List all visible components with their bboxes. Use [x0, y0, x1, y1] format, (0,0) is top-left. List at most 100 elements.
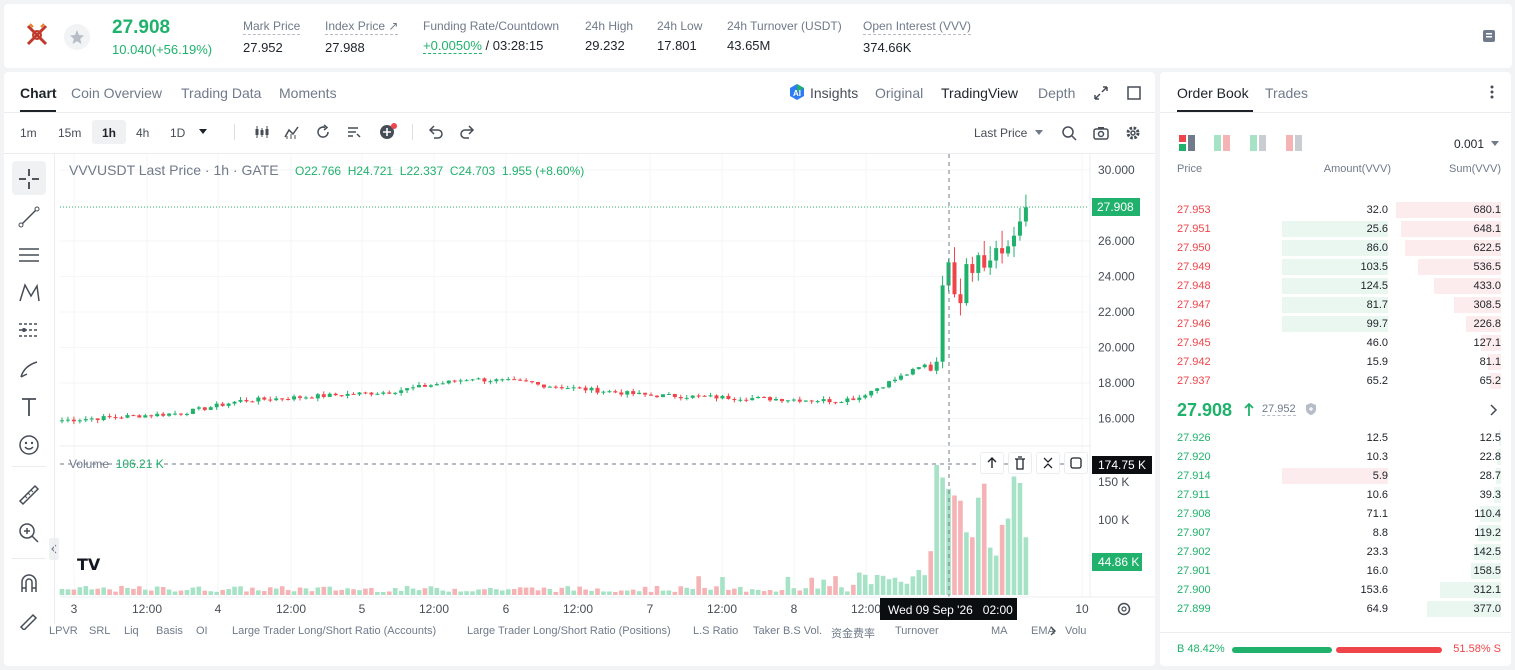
- tab-moments[interactable]: Moments: [279, 85, 337, 101]
- tab-coin-overview[interactable]: Coin Overview: [71, 85, 163, 101]
- view-insights[interactable]: Insights: [810, 85, 859, 101]
- indicator-toggle[interactable]: Large Trader Long/Short Ratio (Accounts): [232, 625, 437, 637]
- ask-row[interactable]: 27.937 65.2 65.2: [1160, 372, 1511, 391]
- indicator-toggle[interactable]: OI: [196, 625, 208, 637]
- interval-4h[interactable]: 4h: [136, 126, 150, 140]
- favorite-star-icon[interactable]: [64, 24, 90, 50]
- ask-row[interactable]: 27.953 32.0 680.1: [1160, 201, 1511, 220]
- tab-trading-data[interactable]: Trading Data: [181, 85, 262, 101]
- zoom-in-tool-icon[interactable]: [18, 522, 40, 544]
- ai-insights-icon[interactable]: AI: [788, 83, 806, 101]
- interval-15m[interactable]: 15m: [58, 126, 82, 140]
- indicator-toggle[interactable]: Liq: [124, 625, 139, 637]
- add-indicator-icon[interactable]: [378, 122, 398, 140]
- precision-chevron-icon[interactable]: [1491, 141, 1499, 147]
- view-asks-icon[interactable]: [1286, 135, 1302, 151]
- indicator-toggle[interactable]: Turnover: [895, 625, 939, 637]
- chart-settings-icon[interactable]: [1116, 601, 1132, 617]
- indicator-toggle[interactable]: L.S Ratio: [693, 625, 739, 637]
- price-tick-label: 22.000: [1098, 305, 1135, 319]
- search-icon[interactable]: [1061, 125, 1077, 141]
- pane-move-up-icon[interactable]: [980, 452, 1004, 474]
- tab-trades[interactable]: Trades: [1265, 85, 1309, 101]
- bid-row[interactable]: 27.900 153.6 312.1: [1160, 581, 1511, 600]
- ask-row[interactable]: 27.942 15.9 81.1: [1160, 353, 1511, 372]
- expand-icon[interactable]: [1093, 85, 1109, 101]
- precision-select[interactable]: 0.001: [1454, 137, 1485, 151]
- indicator-toggle[interactable]: Taker B.S Vol.: [753, 625, 823, 637]
- pane-delete-icon[interactable]: [1008, 452, 1032, 474]
- interval-chevron-down-icon[interactable]: [198, 128, 208, 136]
- indicator-toggle[interactable]: SRL: [89, 625, 111, 637]
- bid-row[interactable]: 27.920 10.3 22.8: [1160, 448, 1511, 467]
- bid-row[interactable]: 27.926 12.5 12.5: [1160, 429, 1511, 448]
- indicator-toggle[interactable]: 资金费率: [831, 628, 875, 640]
- price-chart[interactable]: 30.000 26.000 24.000 22.000 20.000 18.000 16.0…: [4, 72, 1155, 666]
- view-tradingview[interactable]: TradingView: [941, 85, 1019, 101]
- indicator-scroll-chevron-icon[interactable]: [1048, 625, 1058, 637]
- crosshair-tool-icon[interactable]: [18, 168, 40, 190]
- indicator-toggle[interactable]: Large Trader Long/Short Ratio (Positions…: [467, 625, 671, 637]
- price-type-select[interactable]: Last Price: [974, 126, 1028, 140]
- ask-row[interactable]: 27.951 25.6 648.1: [1160, 220, 1511, 239]
- volume-bar: [809, 577, 814, 595]
- indicator-toggle[interactable]: LPVR: [49, 625, 78, 637]
- bid-row[interactable]: 27.908 71.1 110.4: [1160, 505, 1511, 524]
- pane-maximize-icon[interactable]: [1064, 452, 1088, 474]
- indicator-toggle[interactable]: EMA: [1031, 625, 1055, 637]
- volume-bar: [529, 587, 535, 595]
- fib-tool-icon[interactable]: [18, 320, 40, 342]
- magnet-tool-icon[interactable]: [18, 572, 40, 594]
- camera-icon[interactable]: [1093, 125, 1109, 141]
- pencil-lock-tool-icon[interactable]: [18, 610, 40, 630]
- ruler-tool-icon[interactable]: [18, 484, 40, 506]
- view-both-alt-icon[interactable]: [1214, 135, 1230, 151]
- pattern-tool-icon[interactable]: [18, 282, 40, 304]
- settings-gear-icon[interactable]: [1125, 125, 1141, 141]
- replay-icon[interactable]: [315, 124, 331, 140]
- candle-body: [637, 392, 642, 395]
- ask-row[interactable]: 27.945 46.0 127.1: [1160, 334, 1511, 353]
- book-icon[interactable]: [1480, 27, 1498, 45]
- bid-row[interactable]: 27.899 64.9 377.0: [1160, 600, 1511, 619]
- view-both-icon[interactable]: [1179, 135, 1195, 151]
- indicators-icon[interactable]: [284, 124, 300, 140]
- window-icon[interactable]: [1126, 85, 1142, 101]
- tab-order-book[interactable]: Order Book: [1177, 85, 1249, 101]
- pane-collapse-icon[interactable]: [1036, 452, 1060, 474]
- indicator-toggle[interactable]: Volu: [1065, 625, 1087, 637]
- mid-price-chevron-right-icon[interactable]: [1488, 404, 1498, 416]
- emoji-tool-icon[interactable]: [18, 434, 40, 456]
- view-original[interactable]: Original: [875, 85, 924, 101]
- redo-icon[interactable]: [459, 124, 475, 140]
- ask-row[interactable]: 27.946 99.7 226.8: [1160, 315, 1511, 334]
- text-tool-icon[interactable]: [18, 396, 40, 418]
- ask-row[interactable]: 27.947 81.7 308.5: [1160, 296, 1511, 315]
- bid-row[interactable]: 27.911 10.6 39.3: [1160, 486, 1511, 505]
- stat-index-price[interactable]: Index Price ↗ 27.988: [325, 19, 399, 55]
- undo-icon[interactable]: [428, 124, 444, 140]
- more-options-icon[interactable]: [1488, 84, 1496, 100]
- ask-row[interactable]: 27.950 86.0 622.5: [1160, 239, 1511, 258]
- price-type-chevron-icon[interactable]: [1035, 130, 1043, 136]
- bid-row[interactable]: 27.901 16.0 158.5: [1160, 562, 1511, 581]
- view-depth[interactable]: Depth: [1038, 85, 1076, 101]
- tradingview-logo[interactable]: TV: [74, 553, 106, 577]
- bid-row[interactable]: 27.902 23.3 142.5: [1160, 543, 1511, 562]
- parallel-lines-tool-icon[interactable]: [18, 244, 40, 266]
- interval-1m[interactable]: 1m: [20, 126, 37, 140]
- interval-1d[interactable]: 1D: [170, 126, 186, 140]
- tab-chart[interactable]: Chart: [20, 85, 57, 101]
- ask-row[interactable]: 27.949 103.5 536.5: [1160, 258, 1511, 277]
- bid-row[interactable]: 27.907 8.8 119.2: [1160, 524, 1511, 543]
- bid-row[interactable]: 27.914 5.9 28.7: [1160, 467, 1511, 486]
- trendline-tool-icon[interactable]: [18, 206, 40, 228]
- brush-tool-icon[interactable]: [18, 358, 40, 380]
- indicator-toggle[interactable]: Basis: [156, 625, 183, 637]
- ask-row[interactable]: 27.948 124.5 433.0: [1160, 277, 1511, 296]
- candles-icon[interactable]: [253, 124, 271, 140]
- templates-icon[interactable]: [346, 124, 362, 140]
- interval-1h[interactable]: 1h: [102, 126, 117, 140]
- indicator-toggle[interactable]: MA: [991, 625, 1008, 637]
- view-bids-icon[interactable]: [1250, 135, 1266, 151]
